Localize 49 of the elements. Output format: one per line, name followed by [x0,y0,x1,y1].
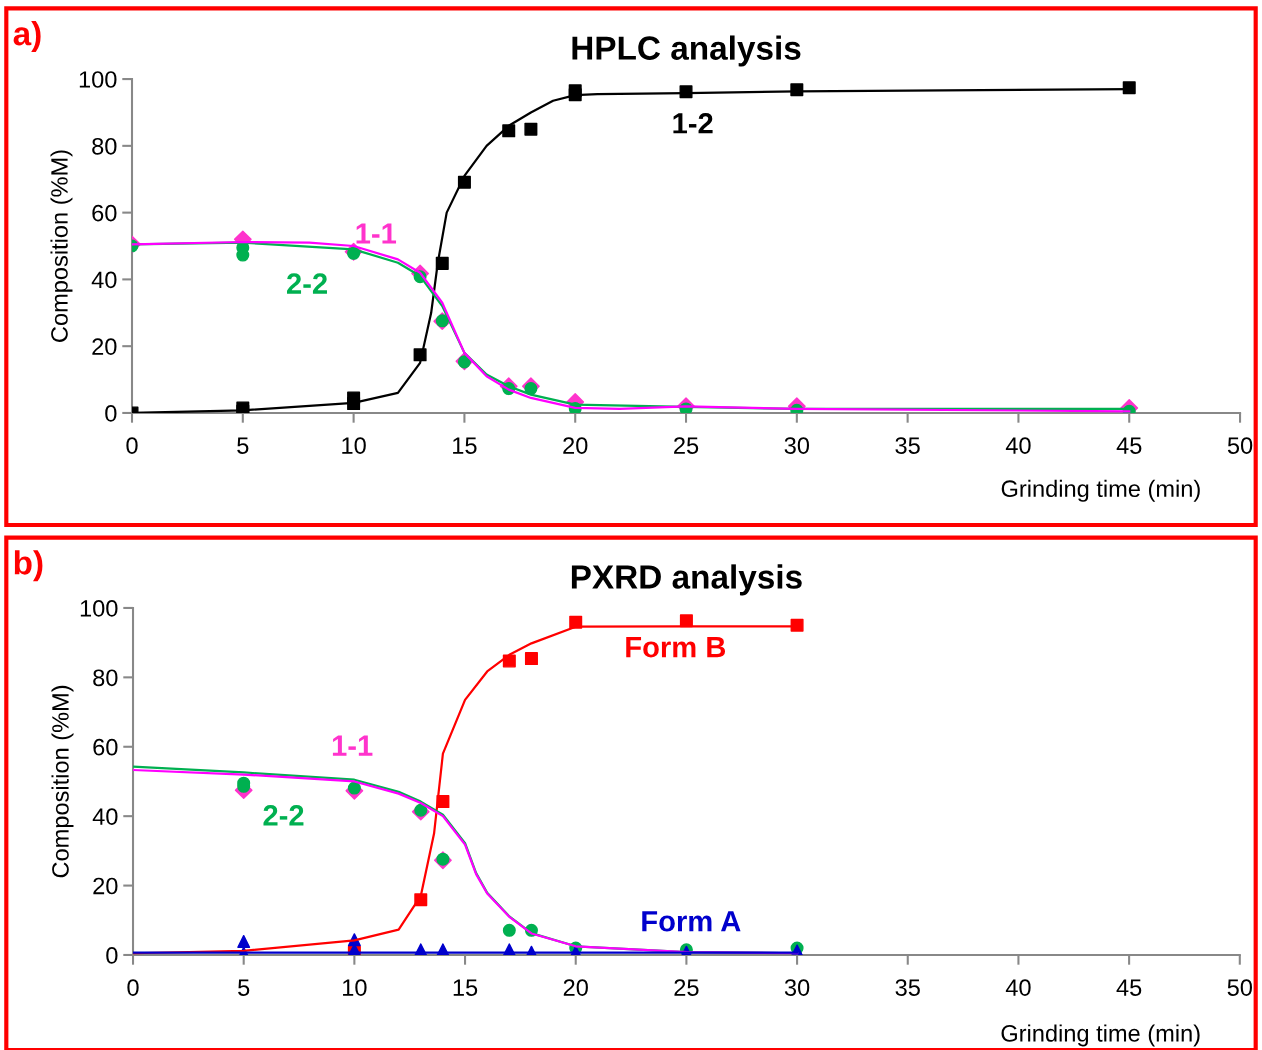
chart-title: PXRD analysis [571,564,802,596]
x-tick-label: 5 [238,979,250,996]
x-tick-label: 40 [1005,979,1031,996]
x-tick-label: 50 [1227,979,1252,996]
y-tick-label: 0 [105,405,117,422]
x-tick-label: 15 [453,437,477,454]
x-tick-label: 10 [343,979,367,996]
y-tick-label: 20 [93,877,118,895]
x-tick-label: 45 [1116,979,1142,996]
x-tick-label: 0 [127,979,139,996]
series-label: 1-2 [673,112,713,134]
text: a) [13,21,41,53]
series-label: 2-2 [263,805,304,826]
x-tick-label: 45 [1116,437,1142,454]
x-tick-label: 30 [784,979,810,996]
y-tick-label: 20 [92,338,117,355]
text: b) [14,550,43,582]
y-tick-label: 40 [92,808,118,825]
x-tick-label: 25 [674,437,699,454]
x-tick-label: 20 [563,979,588,996]
x-tick-label: 20 [563,437,588,454]
x-tick-label: 5 [237,437,249,454]
chart-title: HPLC analysis [572,35,801,67]
y-axis-title: Composition (%M) [51,685,74,878]
series-label: 2-2 [287,273,327,294]
series-label: Form B [626,637,726,658]
x-tick-label: 15 [453,979,478,996]
x-tick-label: 30 [784,437,810,454]
y-tick-label: 40 [91,271,117,289]
y-axis-title: Composition (%M) [50,150,73,342]
x-tick-label: 35 [895,437,920,454]
y-tick-label: 0 [106,947,118,964]
y-tick-label: 80 [92,137,117,155]
y-tick-label: 60 [92,204,117,222]
x-axis-title: Grinding time (min) [1001,1024,1200,1047]
x-tick-label: 10 [342,437,366,454]
y-tick-label: 80 [93,669,118,687]
y-tick-label: 100 [79,71,117,88]
x-tick-label: 25 [674,979,699,996]
y-tick-label: 60 [93,738,118,756]
x-tick-label: 0 [126,437,138,454]
x-axis-title: Grinding time (min) [1001,479,1200,502]
y-tick-label: 100 [80,600,118,617]
x-tick-label: 50 [1227,437,1253,454]
series-label: 1-1 [356,223,397,244]
x-tick-label: 35 [895,979,920,996]
series-label: 1-1 [332,735,373,756]
x-tick-label: 40 [1005,437,1031,454]
series-label: Form A [642,911,741,932]
